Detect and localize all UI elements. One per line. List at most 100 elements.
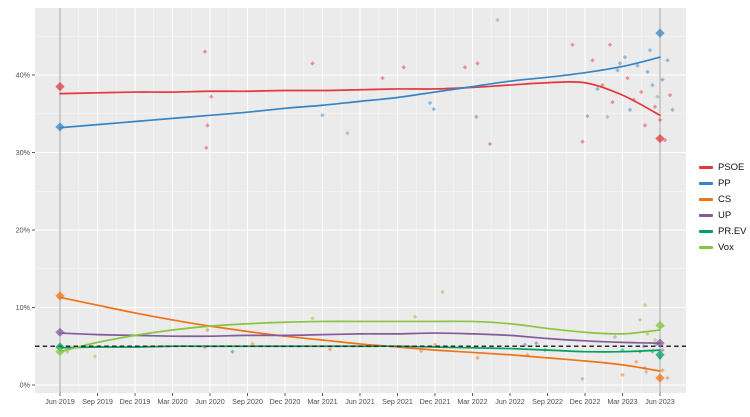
poll-point-psoe xyxy=(652,104,658,109)
poll-point-vox xyxy=(92,354,98,359)
y-tick-label: 20% xyxy=(16,226,31,235)
poll-point-psoe xyxy=(462,65,468,70)
poll-point-psoe xyxy=(205,123,210,128)
election-result-end-cs xyxy=(655,373,665,383)
x-tick-label: Sep 2022 xyxy=(532,397,563,406)
legend-key-line-psoe xyxy=(699,166,713,169)
poll-point-pp xyxy=(650,82,655,88)
poll-point-misc xyxy=(605,114,610,120)
legend-label-prev: PR.EV xyxy=(718,226,747,237)
election-result-end-up xyxy=(655,338,665,348)
poll-point-vox xyxy=(660,323,665,329)
x-tick-label: Sep 2019 xyxy=(82,397,113,406)
poll-point-vox xyxy=(65,349,70,354)
legend-key-line-pp xyxy=(699,182,713,185)
poll-point-psoe xyxy=(401,65,406,70)
poll-point-prev xyxy=(230,349,235,354)
trend-line-cs xyxy=(59,296,661,372)
trend-line-pp xyxy=(59,56,661,129)
poll-point-psoe xyxy=(625,75,630,81)
poll-point-psoe xyxy=(590,58,595,63)
poll-point-psoe xyxy=(657,117,663,123)
poll-point-up xyxy=(522,342,528,347)
x-tick-label: Dec 2022 xyxy=(570,397,601,406)
legend-entry-prev: PR.EV xyxy=(699,225,747,238)
poll-point-pp xyxy=(622,54,628,60)
poll-point-cs xyxy=(475,355,480,361)
election-result-start-psoe xyxy=(55,82,65,92)
x-tick-label: Dec 2021 xyxy=(420,397,451,406)
poll-point-psoe xyxy=(204,145,209,151)
poll-point-psoe xyxy=(639,89,644,95)
poll-point-up xyxy=(534,340,539,346)
x-tick-label: Sep 2021 xyxy=(382,397,413,406)
chart-legend: PSOE PP CS UP PR.EV Vox xyxy=(699,161,747,254)
legend-entry-up: UP xyxy=(699,209,747,222)
trend-line-vox xyxy=(59,320,661,353)
poll-point-cs xyxy=(250,341,255,347)
election-result-start-up xyxy=(55,327,65,337)
legend-key-line-vox xyxy=(699,246,713,249)
legend-key-line-up xyxy=(699,214,713,217)
poll-point-pp xyxy=(627,107,633,113)
poll-point-pp xyxy=(595,86,600,92)
x-tick-label: Mar 2022 xyxy=(457,397,487,406)
x-tick-label: Mar 2021 xyxy=(307,397,337,406)
legend-entry-vox: Vox xyxy=(699,241,747,254)
election-result-end-prev xyxy=(655,350,665,360)
poll-point-pp xyxy=(427,100,433,106)
election-result-start-cs xyxy=(55,291,65,301)
poll-point-pp xyxy=(665,58,670,63)
poll-point-vox xyxy=(645,331,650,337)
poll-point-cs xyxy=(205,327,210,333)
poll-point-pp xyxy=(474,114,479,120)
election-result-end-psoe xyxy=(655,133,665,144)
poll-point-cs xyxy=(525,352,530,357)
poll-point-pp xyxy=(647,48,653,53)
election-result-start-vox xyxy=(55,347,65,357)
poll-point-cs xyxy=(620,372,625,378)
poll-point-misc xyxy=(345,130,350,136)
poll-point-cs xyxy=(432,342,438,347)
y-tick-label: 40% xyxy=(16,71,31,80)
poll-point-psoe xyxy=(631,97,636,102)
poll-point-psoe xyxy=(209,94,214,99)
poll-point-pp xyxy=(670,107,675,113)
x-tick-label: Sep 2020 xyxy=(232,397,263,406)
poll-point-psoe xyxy=(202,49,208,54)
election-result-start-pp xyxy=(55,122,65,132)
trend-line-psoe xyxy=(59,80,661,117)
legend-key-line-cs xyxy=(699,198,713,201)
poll-point-psoe xyxy=(607,42,613,47)
x-tick-label: Jun 2020 xyxy=(195,397,225,406)
poll-point-psoe xyxy=(610,99,615,105)
x-tick-label: Mar 2020 xyxy=(157,397,187,406)
poll-point-psoe xyxy=(570,42,575,47)
legend-label-cs: CS xyxy=(718,194,732,205)
poll-point-psoe xyxy=(662,137,668,143)
poll-point-pp xyxy=(645,69,650,75)
poll-point-up xyxy=(202,344,208,350)
poll-point-pp xyxy=(320,113,325,118)
legend-key-line-prev xyxy=(699,230,713,233)
x-tick-label: Dec 2020 xyxy=(270,397,301,406)
y-tick-label: 0% xyxy=(20,381,31,390)
poll-point-psoe xyxy=(310,61,315,66)
poll-point-misc xyxy=(644,369,649,375)
poll-point-psoe xyxy=(642,123,648,128)
poll-point-vox xyxy=(637,317,643,323)
poll-point-prev xyxy=(637,349,643,354)
poll-point-pp xyxy=(431,106,436,112)
y-tick-label: 10% xyxy=(16,303,31,312)
x-tick-label: Dec 2019 xyxy=(120,397,151,406)
poll-point-vox xyxy=(642,302,648,308)
poll-point-up xyxy=(660,347,665,353)
election-result-end-pp xyxy=(655,28,665,38)
legend-entry-pp: PP xyxy=(699,177,747,190)
poll-point-up xyxy=(641,344,646,349)
x-tick-label: Jun 2022 xyxy=(495,397,525,406)
poll-point-psoe xyxy=(475,61,480,66)
x-tick-label: Jun 2019 xyxy=(45,397,75,406)
